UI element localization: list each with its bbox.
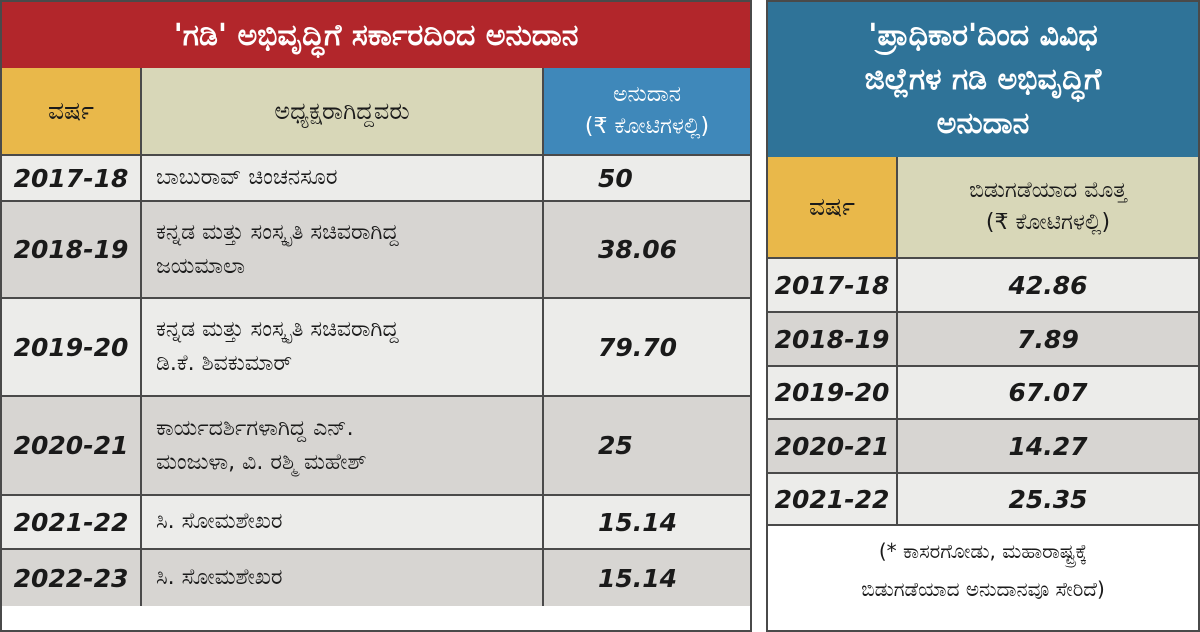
table-row: 2022-23 ಸಿ. ಸೋಮಶೇಖರ 15.14 [2,550,750,606]
row-year: 2018-19 [2,202,142,299]
government-grant-panel: 'ಗಡಿ' ಅಭಿವೃದ್ಧಿಗೆ ಸರ್ಕಾರದಿಂದ ಅನುದಾನ ವರ್ಷ… [0,0,752,632]
row-amount: 38.06 [544,202,750,299]
authority-grant-panel: 'ಪ್ರಾಧಿಕಾರ'ದಿಂದ ವಿವಿಧ ಜಿಲ್ಲೆಗಳ ಗಡಿ ಅಭಿವೃ… [766,0,1200,632]
table-header: ವರ್ಷ ಬಿಡುಗಡೆಯಾದ ಮೊತ್ತ (₹ ಕೋಟಿಗಳಲ್ಲಿ) [768,157,1198,259]
header-amount-label: ಬಿಡುಗಡೆಯಾದ ಮೊತ್ತ [969,178,1127,203]
row-name: ಸಿ. ಸೋಮಶೇಖರ [142,496,544,550]
row-amount: 14.27 [898,420,1198,474]
row-amount: 25 [544,397,750,496]
row-year: 2021-22 [2,496,142,550]
table-row: 2020-21 14.27 [768,420,1198,474]
table-row: 2018-19 ಕನ್ನಡ ಮತ್ತು ಸಂಸ್ಕೃತಿ ಸಚಿವರಾಗಿದ್ದ… [2,202,750,299]
header-amount: ಬಿಡುಗಡೆಯಾದ ಮೊತ್ತ (₹ ಕೋಟಿಗಳಲ್ಲಿ) [898,157,1198,259]
table-row: 2019-20 ಕನ್ನಡ ಮತ್ತು ಸಂಸ್ಕೃತಿ ಸಚಿವರಾಗಿದ್ದ… [2,299,750,397]
row-amount: 15.14 [544,496,750,550]
row-year: 2017-18 [768,259,898,313]
row-name: ಬಾಬುರಾವ್ ಚಿಂಚನಸೂರ [142,156,544,202]
header-year: ವರ್ಷ [2,68,142,156]
header-amount-label: ಅನುದಾನ [613,82,681,107]
table-row: 2017-18 ಬಾಬುರಾವ್ ಚಿಂಚನಸೂರ 50 [2,156,750,202]
row-amount: 67.07 [898,367,1198,420]
header-amount-unit: (₹ ಕೋಟಿಗಳಲ್ಲಿ) [985,210,1111,235]
row-amount: 50 [544,156,750,202]
row-amount: 7.89 [898,313,1198,367]
row-year: 2018-19 [768,313,898,367]
row-name: ಕನ್ನಡ ಮತ್ತು ಸಂಸ್ಕೃತಿ ಸಚಿವರಾಗಿದ್ದ ಜಯಮಾಲಾ [142,202,544,299]
table-row: 2021-22 25.35 [768,474,1198,526]
row-year: 2020-21 [2,397,142,496]
table-row: 2021-22 ಸಿ. ಸೋಮಶೇಖರ 15.14 [2,496,750,550]
table-header: ವರ್ಷ ಅಧ್ಯಕ್ಷರಾಗಿದ್ದವರು ಅನುದಾನ (₹ ಕೋಟಿಗಳಲ… [2,68,750,156]
row-name: ಸಿ. ಸೋಮಶೇಖರ [142,550,544,606]
table-row: 2017-18 42.86 [768,259,1198,313]
row-amount: 79.70 [544,299,750,397]
table-row: 2018-19 7.89 [768,313,1198,367]
header-year: ವರ್ಷ [768,157,898,259]
header-amount-unit: (₹ ಕೋಟಿಗಳಲ್ಲಿ) [584,114,710,139]
row-year: 2017-18 [2,156,142,202]
row-name: ಕನ್ನಡ ಮತ್ತು ಸಂಸ್ಕೃತಿ ಸಚಿವರಾಗಿದ್ದ ಡಿ.ಕೆ. ಶ… [142,299,544,397]
row-year: 2019-20 [2,299,142,397]
row-amount: 25.35 [898,474,1198,526]
row-year: 2020-21 [768,420,898,474]
header-amount: ಅನುದಾನ (₹ ಕೋಟಿಗಳಲ್ಲಿ) [544,68,750,156]
row-year: 2022-23 [2,550,142,606]
row-amount: 15.14 [598,563,678,593]
row-name: ಕಾರ್ಯದರ್ಶಿಗಳಾಗಿದ್ದ ಎನ್. ಮಂಜುಳಾ, ವಿ. ರಶ್ಮಿ… [142,397,544,496]
table-row: 2020-21 ಕಾರ್ಯದರ್ಶಿಗಳಾಗಿದ್ದ ಎನ್. ಮಂಜುಳಾ, ವ… [2,397,750,496]
row-year: 2019-20 [768,367,898,420]
panel-title: 'ಗಡಿ' ಅಭಿವೃದ್ಧಿಗೆ ಸರ್ಕಾರದಿಂದ ಅನುದಾನ [2,2,750,68]
panel-title: 'ಪ್ರಾಧಿಕಾರ'ದಿಂದ ವಿವಿಧ ಜಿಲ್ಲೆಗಳ ಗಡಿ ಅಭಿವೃ… [768,2,1198,157]
footnote: (* ಕಾಸರಗೋಡು, ಮಹಾರಾಷ್ಟ್ರಕ್ಕೆ ಬಿಡುಗಡೆಯಾದ ಅ… [861,539,1105,601]
row-year: 2021-22 [768,474,898,526]
table-row: 2019-20 67.07 [768,367,1198,420]
row-amount: 42.86 [898,259,1198,313]
header-name: ಅಧ್ಯಕ್ಷರಾಗಿದ್ದವರು [142,68,544,156]
